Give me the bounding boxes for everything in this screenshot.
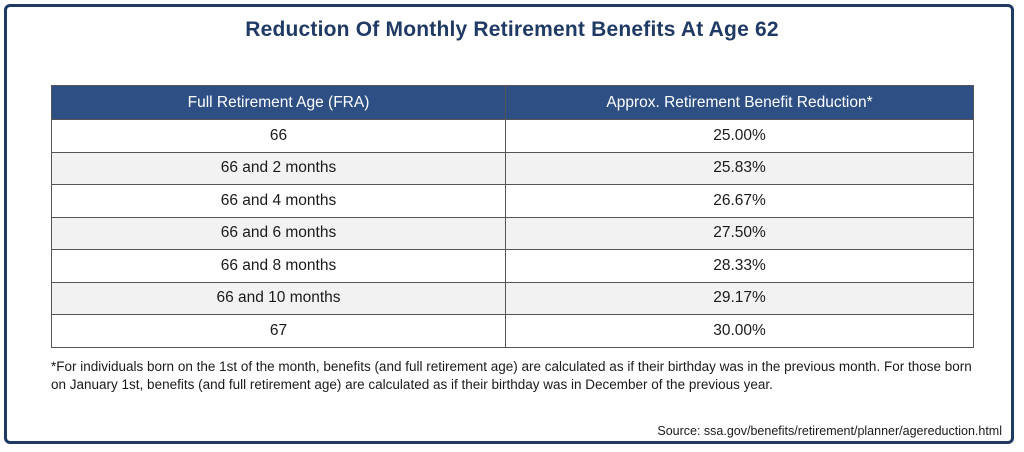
table-row: 66 and 2 months 25.83%: [51, 151, 974, 185]
cell-fra: 66: [51, 119, 506, 153]
cell-fra: 66 and 2 months: [51, 151, 506, 185]
table-row: 66 25.00%: [51, 119, 974, 153]
benefit-reduction-table: Full Retirement Age (FRA) Approx. Retire…: [51, 85, 974, 348]
cell-reduction: 28.33%: [505, 249, 974, 283]
cell-fra: 66 and 6 months: [51, 216, 506, 250]
cell-reduction: 30.00%: [505, 314, 974, 348]
cell-fra: 66 and 10 months: [51, 281, 506, 315]
table-row: 66 and 4 months 26.67%: [51, 184, 974, 218]
header-full-retirement-age: Full Retirement Age (FRA): [51, 85, 506, 120]
cell-reduction: 25.83%: [505, 151, 974, 185]
cell-fra: 66 and 8 months: [51, 249, 506, 283]
cell-reduction: 29.17%: [505, 281, 974, 315]
cell-reduction: 26.67%: [505, 184, 974, 218]
table-row: 67 30.00%: [51, 314, 974, 348]
page-border-frame: [4, 4, 1014, 444]
cell-reduction: 25.00%: [505, 119, 974, 153]
cell-fra: 67: [51, 314, 506, 348]
source-citation: Source: ssa.gov/benefits/retirement/plan…: [657, 424, 1002, 438]
cell-fra: 66 and 4 months: [51, 184, 506, 218]
cell-reduction: 27.50%: [505, 216, 974, 250]
footnote: *For individuals born on the 1st of the …: [51, 359, 972, 392]
header-benefit-reduction: Approx. Retirement Benefit Reduction*: [505, 85, 974, 120]
table-row: 66 and 8 months 28.33%: [51, 249, 974, 283]
table-row: 66 and 10 months 29.17%: [51, 281, 974, 315]
page-title: Reduction Of Monthly Retirement Benefits…: [245, 18, 779, 41]
table-row: 66 and 6 months 27.50%: [51, 216, 974, 250]
table-header-row: Full Retirement Age (FRA) Approx. Retire…: [51, 85, 974, 120]
